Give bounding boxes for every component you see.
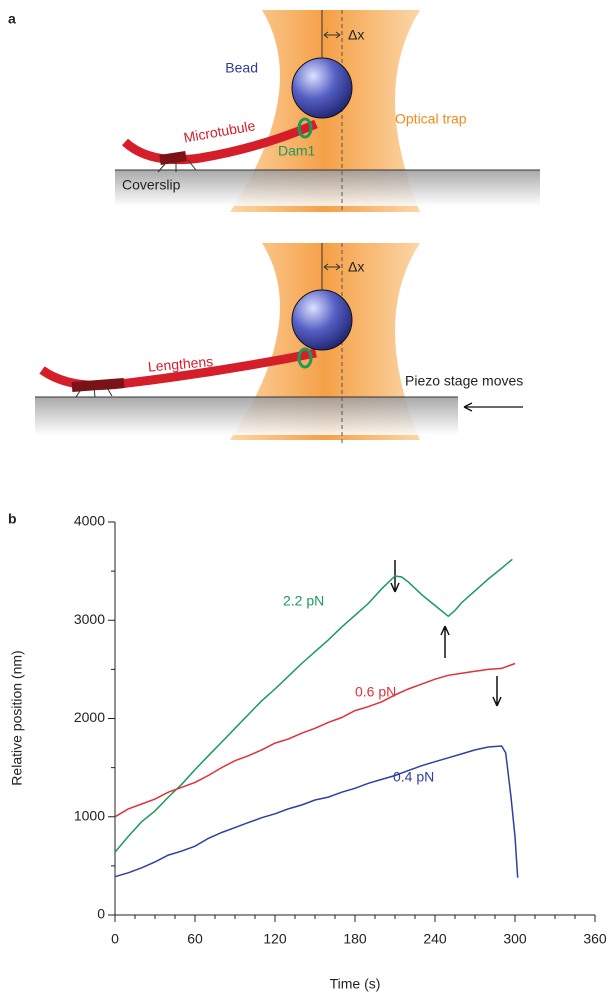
label: Bead [225, 60, 258, 76]
microtubule-seed [72, 383, 124, 387]
y-tick-label: 0 [97, 906, 105, 922]
stage [35, 397, 458, 435]
label: Microtubule [182, 117, 256, 145]
bottom-diagram: Δx Lengthens Piezo stage moves [35, 243, 523, 445]
label: Coverslip [122, 177, 181, 193]
series-line [115, 746, 518, 878]
label: Piezo stage moves [405, 373, 523, 389]
top-diagram: Bead Δx Optical trap Microtubule Dam1 Co… [115, 10, 540, 212]
y-tick-label: 1000 [74, 807, 105, 823]
label: Optical trap [395, 111, 467, 127]
arrow [493, 676, 501, 706]
y-axis-label: Relative position (nm) [9, 650, 25, 785]
x-tick-label: 180 [343, 931, 367, 947]
y-tick-label: 4000 [74, 513, 105, 529]
x-tick-label: 300 [503, 931, 527, 947]
series-label: 0.6 pN [355, 684, 396, 700]
series-line [115, 664, 515, 817]
x-tick-label: 0 [111, 931, 119, 947]
x-axis-label: Time (s) [330, 976, 381, 992]
x-tick-label: 60 [187, 931, 203, 947]
arrow [441, 626, 449, 658]
stage-arrow [464, 403, 523, 411]
x-tick-label: 120 [263, 931, 287, 947]
y-tick-label: 2000 [74, 709, 105, 725]
microtubule-seed [160, 156, 186, 160]
label: Δx [348, 259, 364, 275]
bead [292, 290, 352, 350]
panel-label: b [8, 511, 17, 527]
series-label: 0.4 pN [393, 769, 434, 785]
label: Δx [348, 27, 364, 43]
bead [292, 58, 352, 118]
y-tick-label: 3000 [74, 611, 105, 627]
panel-label: a [8, 11, 16, 27]
x-tick-label: 360 [583, 931, 607, 947]
series-label: 2.2 pN [283, 593, 324, 609]
label: Dam1 [278, 143, 316, 159]
x-tick-label: 240 [423, 931, 447, 947]
figure: a Bead Δx Optical trap Microtubule Dam1 … [0, 0, 611, 998]
